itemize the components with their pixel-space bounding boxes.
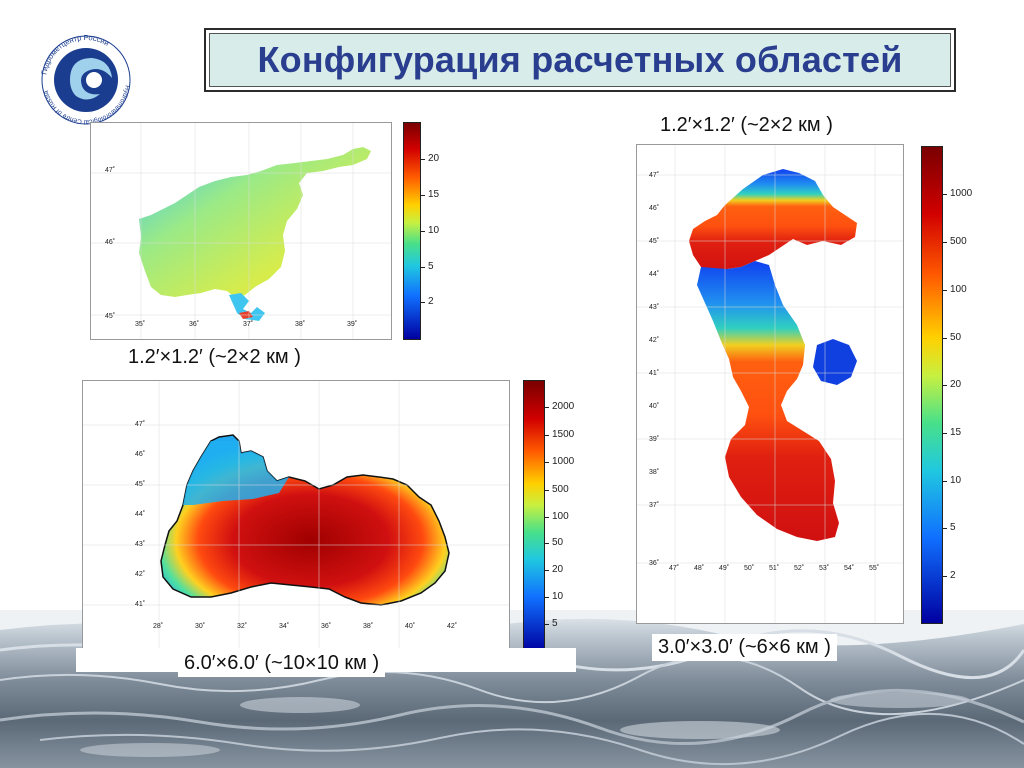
lat-tick: 45˚ [649, 238, 660, 245]
lat-tick: 36˚ [649, 560, 660, 567]
colorbar-tick: 10 [950, 475, 962, 486]
colorbar-tick: 500 [552, 484, 569, 495]
title-box: Конфигурация расчетных областей [204, 28, 956, 92]
lat-tick: 46˚ [105, 239, 116, 246]
azov-map-panel: 47˚ 46˚ 45˚ 35˚ 36˚ 37˚ 38˚ 39˚ [90, 122, 392, 340]
colorbar-tick: 2000 [552, 401, 575, 412]
lat-tick: 40˚ [649, 403, 660, 410]
lon-tick: 36˚ [321, 623, 332, 630]
lat-tick: 47˚ [649, 172, 660, 179]
azov-colorbar [403, 122, 421, 340]
lon-tick: 42˚ [447, 623, 458, 630]
colorbar-tick: 1000 [552, 456, 575, 467]
caspian-map-panel: 47˚ 46˚ 45˚ 44˚ 43˚ 42˚ 41˚ 40˚ 39˚ 38˚ … [636, 144, 904, 624]
lat-tick: 37˚ [649, 502, 660, 509]
hydromet-logo: Гидрометцентр России Hydrometeorological… [26, 28, 146, 128]
azov-resolution-caption: 1.2′×1.2′ (~2×2 км ) [122, 344, 307, 371]
lat-tick: 44˚ [649, 271, 660, 278]
page-title: Конфигурация расчетных областей [257, 39, 903, 80]
lat-tick: 42˚ [649, 337, 660, 344]
colorbar-tick: 5 [428, 261, 434, 272]
colorbar-tick: 100 [552, 511, 569, 522]
lon-tick: 55˚ [869, 565, 880, 572]
lat-tick: 41˚ [649, 370, 660, 377]
lat-tick: 47˚ [105, 167, 116, 174]
lon-tick: 37˚ [243, 321, 254, 328]
lat-tick: 45˚ [105, 313, 116, 320]
black-sea-resolution-caption: 6.0′×6.0′ (~10×10 км ) [178, 650, 386, 677]
caspian-resolution-caption: 3.0′×3.0′ (~6×6 км ) [652, 634, 837, 661]
lon-tick: 34˚ [279, 623, 290, 630]
lat-tick: 42˚ [135, 571, 146, 578]
sea-background [0, 610, 1024, 768]
lat-tick: 38˚ [649, 469, 660, 476]
lat-tick: 44˚ [135, 511, 146, 518]
lat-tick: 41˚ [135, 601, 146, 608]
lat-tick: 45˚ [135, 481, 146, 488]
lon-tick: 28˚ [153, 623, 164, 630]
lon-tick: 36˚ [189, 321, 200, 328]
colorbar-tick: 20 [950, 379, 962, 390]
colorbar-tick: 50 [552, 537, 564, 548]
lon-tick: 32˚ [237, 623, 248, 630]
lon-tick: 50˚ [744, 565, 755, 572]
lon-tick: 47˚ [669, 565, 680, 572]
colorbar-tick: 10 [552, 591, 564, 602]
colorbar-tick: 5 [552, 618, 558, 629]
black-sea-map-panel: 47˚ 46˚ 45˚ 44˚ 43˚ 42˚ 41˚ 28˚ 30˚ 32˚ … [82, 380, 510, 650]
caspian-colorbar [921, 146, 943, 624]
black-sea-map [83, 381, 509, 649]
lon-tick: 35˚ [135, 321, 146, 328]
colorbar-tick: 20 [428, 153, 440, 164]
lon-tick: 51˚ [769, 565, 780, 572]
colorbar-tick: 50 [950, 332, 962, 343]
colorbar-tick: 2 [950, 570, 956, 581]
black-sea-colorbar [523, 380, 545, 652]
azov-sea-map [91, 123, 391, 339]
lat-tick: 43˚ [649, 304, 660, 311]
lon-tick: 54˚ [844, 565, 855, 572]
colorbar-tick: 1000 [950, 188, 973, 199]
lon-tick: 38˚ [363, 623, 374, 630]
colorbar-tick: 20 [552, 564, 564, 575]
colorbar-tick: 5 [950, 522, 956, 533]
colorbar-tick: 15 [428, 189, 440, 200]
lon-tick: 40˚ [405, 623, 416, 630]
lat-tick: 47˚ [135, 421, 146, 428]
colorbar-tick: 2 [428, 296, 434, 307]
lat-tick: 43˚ [135, 541, 146, 548]
colorbar-tick: 100 [950, 284, 967, 295]
lon-tick: 38˚ [295, 321, 306, 328]
colorbar-tick: 15 [950, 427, 962, 438]
lat-tick: 46˚ [649, 205, 660, 212]
caspian-top-caption: 1.2′×1.2′ (~2×2 км ) [654, 112, 839, 139]
lon-tick: 49˚ [719, 565, 730, 572]
lon-tick: 53˚ [819, 565, 830, 572]
lat-tick: 46˚ [135, 451, 146, 458]
colorbar-tick: 10 [428, 225, 440, 236]
colorbar-tick: 500 [950, 236, 967, 247]
lat-tick: 39˚ [649, 436, 660, 443]
lon-tick: 30˚ [195, 623, 206, 630]
lon-tick: 52˚ [794, 565, 805, 572]
lon-tick: 39˚ [347, 321, 358, 328]
lon-tick: 48˚ [694, 565, 705, 572]
colorbar-tick: 1500 [552, 429, 575, 440]
caspian-sea-map [637, 145, 903, 623]
